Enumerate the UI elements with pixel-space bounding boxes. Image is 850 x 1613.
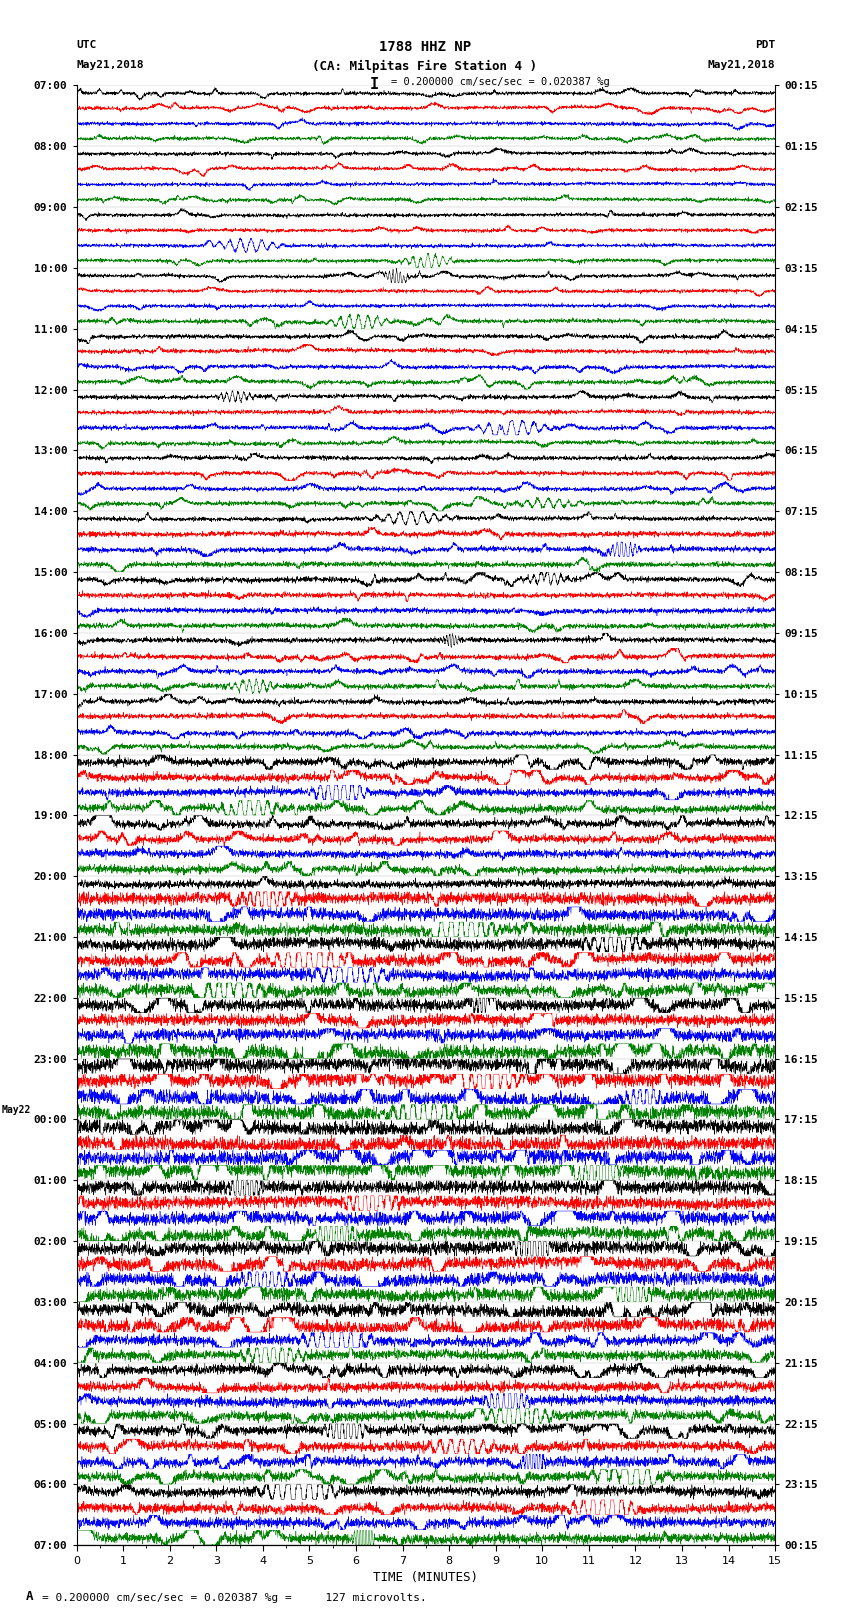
Text: 1788 HHZ NP: 1788 HHZ NP — [379, 40, 471, 55]
Text: A: A — [26, 1590, 33, 1603]
Text: PDT: PDT — [755, 40, 775, 50]
Text: May22: May22 — [2, 1105, 31, 1115]
X-axis label: TIME (MINUTES): TIME (MINUTES) — [373, 1571, 479, 1584]
Text: UTC: UTC — [76, 40, 97, 50]
Text: = 0.200000 cm/sec/sec = 0.020387 %g =     127 microvolts.: = 0.200000 cm/sec/sec = 0.020387 %g = 12… — [42, 1594, 428, 1603]
Text: (CA: Milpitas Fire Station 4 ): (CA: Milpitas Fire Station 4 ) — [313, 60, 537, 73]
Text: I: I — [370, 77, 378, 92]
Text: = 0.200000 cm/sec/sec = 0.020387 %g: = 0.200000 cm/sec/sec = 0.020387 %g — [391, 77, 609, 87]
Text: May21,2018: May21,2018 — [708, 60, 775, 69]
Text: May21,2018: May21,2018 — [76, 60, 144, 69]
